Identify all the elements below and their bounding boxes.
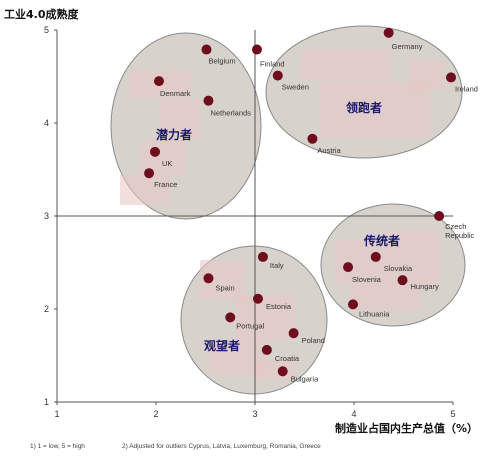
point-label: Austria [317, 146, 341, 155]
point-poland [288, 328, 299, 339]
y-tick-label: 1 [44, 397, 49, 407]
point-spain [203, 273, 214, 284]
point-label: Slovenia [352, 275, 382, 284]
point-finland [251, 44, 262, 55]
footnote-1: 1) 1 = low, 5 = high [30, 443, 85, 450]
data-points [144, 27, 457, 377]
point-croatia [261, 344, 272, 355]
point-belgium [201, 44, 212, 55]
point-france [144, 168, 155, 179]
point-label: Estonia [266, 302, 292, 311]
map-block-7 [410, 60, 445, 90]
point-germany [383, 27, 394, 38]
point-label: Poland [302, 336, 325, 345]
point-label: Denmark [160, 89, 191, 98]
group-ellipses [110, 25, 466, 395]
point-hungary [397, 275, 408, 286]
footnote-2: 2) Adjusted for outliers Cyprus, Latvia,… [122, 443, 321, 450]
point-label: Czech Republic [445, 222, 474, 240]
point-austria [307, 133, 318, 144]
group-label: 传统者 [363, 233, 400, 248]
point-denmark [153, 76, 164, 87]
map-block-4 [120, 175, 170, 205]
point-czech-republic [434, 211, 445, 221]
group-label: 领跑者 [346, 100, 382, 115]
point-label: Italy [270, 261, 284, 270]
y-axis-title: 工业4.0成熟度 [4, 7, 79, 21]
point-sweden [272, 70, 283, 81]
point-italy [257, 251, 268, 262]
map-block-8 [335, 240, 385, 285]
point-netherlands [203, 95, 214, 106]
point-label: Croatia [275, 354, 300, 363]
point-portugal [225, 312, 236, 323]
map-block-6 [320, 82, 430, 137]
map-block-2 [160, 100, 200, 140]
point-label: Netherlands [210, 109, 251, 118]
point-label: Belgium [208, 57, 235, 66]
map-block-5 [300, 50, 390, 80]
point-label: Sweden [282, 83, 309, 92]
y-tick-label: 5 [44, 25, 49, 35]
point-uk [150, 146, 161, 157]
point-label: Lithuania [359, 309, 390, 318]
point-label: France [154, 180, 177, 189]
point-label: Finland [260, 60, 285, 69]
chart-text: 1 2 3 4 5 1 2 3 4 5 Germany Ireland Finland Sweden Aus… [4, 7, 478, 450]
point-slovakia [370, 251, 381, 262]
x-tick-label: 3 [252, 409, 257, 419]
point-label: Slovakia [384, 264, 413, 273]
point-label: Hungary [411, 282, 440, 291]
point-label: Ireland [455, 84, 478, 93]
point-label: UK [162, 159, 172, 168]
x-tick-label: 1 [54, 409, 59, 419]
group-label: 潜力者 [156, 127, 192, 142]
point-lithuania [348, 299, 359, 310]
map-block-9 [385, 230, 440, 285]
group-label: 观望者 [204, 338, 240, 353]
point-label: Bulgaria [291, 374, 319, 383]
point-bulgaria [277, 366, 288, 377]
x-axis-title: 制造业占国内生产总值（%） [335, 421, 478, 435]
x-tick-label: 5 [450, 409, 455, 419]
point-label: Spain [215, 283, 234, 292]
point-label: Portugal [236, 321, 264, 330]
map-block-14 [255, 360, 295, 380]
x-tick-label: 4 [351, 409, 356, 419]
map-block-10 [350, 285, 420, 310]
point-slovenia [343, 262, 354, 273]
point-estonia [252, 293, 263, 304]
axes [54, 29, 454, 405]
y-tick-label: 3 [44, 211, 49, 221]
y-tick-label: 2 [44, 304, 49, 314]
y-tick-label: 4 [44, 118, 49, 128]
point-label: Germany [392, 42, 423, 51]
point-ireland [446, 72, 457, 83]
x-tick-label: 2 [153, 409, 158, 419]
map-block-12 [235, 295, 295, 340]
